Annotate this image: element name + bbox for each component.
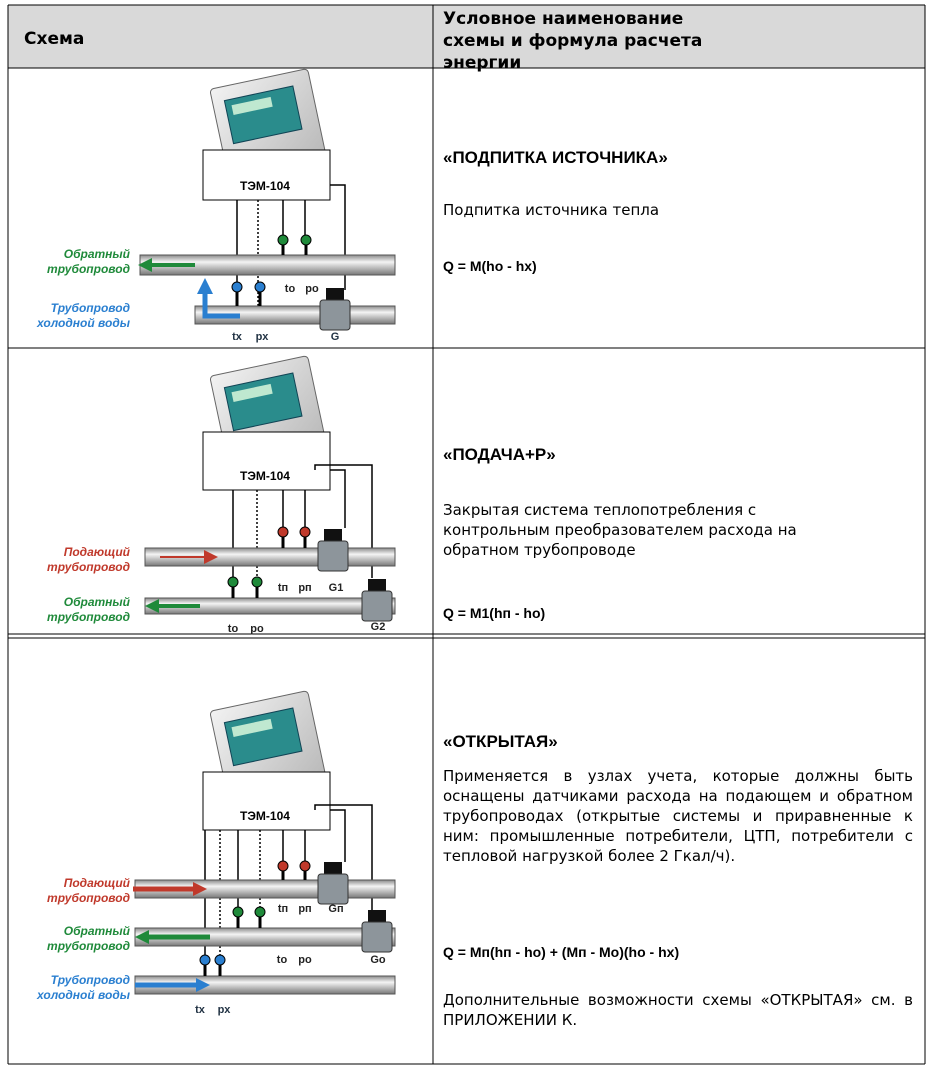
flow-meter bbox=[361, 921, 393, 953]
flow-meter-top bbox=[324, 862, 342, 874]
sensor bbox=[299, 526, 311, 538]
diagram-label: tо bbox=[285, 283, 296, 295]
sensor bbox=[232, 906, 244, 918]
diagram-label: Обратный bbox=[64, 595, 131, 609]
flow-meter bbox=[319, 299, 351, 331]
diagram-label: px bbox=[256, 331, 270, 343]
diagram-label: G bbox=[331, 331, 340, 343]
diagram-label: G1 bbox=[329, 582, 344, 594]
flow-meter bbox=[361, 590, 393, 622]
sensor bbox=[254, 906, 266, 918]
wire bbox=[330, 469, 346, 528]
diagram-label: px bbox=[218, 1004, 232, 1016]
flow-arrow-head bbox=[135, 930, 149, 944]
row-note: Дополнительные возможности схемы «ОТКРЫТ… bbox=[443, 991, 913, 1029]
diagram-label: Обратный bbox=[64, 924, 131, 938]
device-panel bbox=[223, 707, 303, 767]
header-col2: Условное наименование схемы и формула ра… bbox=[443, 9, 703, 73]
diagram-label: холодной воды bbox=[36, 316, 131, 330]
row-text: Подпитка источника тепла bbox=[443, 201, 660, 219]
flow-meter-top bbox=[368, 579, 386, 591]
flow-meter-top bbox=[368, 910, 386, 922]
diagram-label: pп bbox=[298, 582, 311, 594]
row-title: «ПОДПИТКА ИСТОЧНИКА» bbox=[443, 148, 668, 167]
diagram-label: tп bbox=[278, 903, 288, 915]
diagram-label: трубопровод bbox=[47, 939, 130, 953]
diagram-label: tо bbox=[277, 954, 288, 966]
device-label: ТЭМ-104 bbox=[240, 469, 290, 483]
diagram-label: tх bbox=[232, 331, 243, 343]
terminal-box bbox=[202, 771, 331, 831]
sensor bbox=[277, 526, 289, 538]
row-text: Применяется в узлах учета, которые должн… bbox=[443, 767, 913, 865]
sensor bbox=[227, 576, 239, 588]
device-screen bbox=[231, 383, 273, 402]
diagram-label: tо bbox=[228, 623, 239, 635]
row-formula: Q = M(ho - hx) bbox=[443, 258, 537, 274]
diagram-label: pо bbox=[298, 954, 312, 966]
diagram-label: Трубопровод bbox=[51, 301, 130, 315]
diagram-label: трубопровод bbox=[47, 262, 130, 276]
sensor bbox=[214, 954, 226, 966]
row-text: Закрытая система теплопотребления с конт… bbox=[443, 501, 797, 559]
diagram-label: трубопровод bbox=[47, 610, 130, 624]
flow-meter bbox=[317, 540, 349, 572]
flow-meter-top bbox=[326, 288, 344, 300]
device-label: ТЭМ-104 bbox=[240, 179, 290, 193]
sensor bbox=[199, 954, 211, 966]
sensor bbox=[277, 860, 289, 872]
terminal-box bbox=[202, 431, 331, 491]
wire bbox=[314, 804, 373, 912]
device-panel bbox=[223, 372, 303, 432]
device-screen bbox=[231, 96, 273, 115]
diagram-label: pп bbox=[298, 903, 311, 915]
sensor bbox=[231, 281, 243, 293]
diagram-label: трубопровод bbox=[47, 891, 130, 905]
diagram-label: Обратный bbox=[64, 247, 131, 261]
flow-arrow-head bbox=[145, 599, 159, 613]
diagram-label: G2 bbox=[371, 621, 386, 633]
header-background bbox=[8, 5, 925, 68]
sensor bbox=[254, 281, 266, 293]
flow-arrow-head bbox=[197, 278, 213, 294]
row-title: «ПОДАЧА+Р» bbox=[443, 445, 556, 464]
flow-arrow-head bbox=[204, 550, 218, 564]
sensor bbox=[277, 234, 289, 246]
diagram-label: Подающий bbox=[64, 545, 131, 559]
diagram-label: pо bbox=[250, 623, 264, 635]
wire bbox=[314, 464, 373, 578]
flow-meter bbox=[317, 873, 349, 905]
sensor bbox=[251, 576, 263, 588]
diagram-label: холодной воды bbox=[36, 988, 131, 1002]
flow-arrow-head bbox=[193, 882, 207, 896]
terminal-box bbox=[202, 149, 331, 201]
device-label: ТЭМ-104 bbox=[240, 809, 290, 823]
flow-meter-top bbox=[324, 529, 342, 541]
wire bbox=[330, 809, 346, 862]
flow-arrow-head bbox=[138, 258, 152, 272]
device-screen bbox=[231, 718, 273, 737]
diagram-label: Трубопровод bbox=[51, 973, 130, 987]
diagram-label: pо bbox=[305, 283, 319, 295]
diagram-label: Gп bbox=[328, 903, 343, 915]
header-col1: Схема bbox=[24, 29, 85, 49]
device-panel bbox=[223, 85, 303, 145]
row-formula: Q = Мп(hп - ho) + (Мп - Мо)(ho - hx) bbox=[443, 944, 680, 960]
flow-arrow-head bbox=[196, 978, 210, 992]
diagram-label: tп bbox=[278, 582, 288, 594]
row-formula: Q = M1(hп - ho) bbox=[443, 605, 546, 621]
row-title: «ОТКРЫТАЯ» bbox=[443, 732, 558, 751]
diagram-label: Gо bbox=[370, 954, 386, 966]
diagram-label: трубопровод bbox=[47, 560, 130, 574]
diagram-label: tх bbox=[195, 1004, 206, 1016]
flow-arrow bbox=[202, 292, 240, 319]
diagram-label: Подающий bbox=[64, 876, 131, 890]
sensor bbox=[299, 860, 311, 872]
sensor bbox=[300, 234, 312, 246]
